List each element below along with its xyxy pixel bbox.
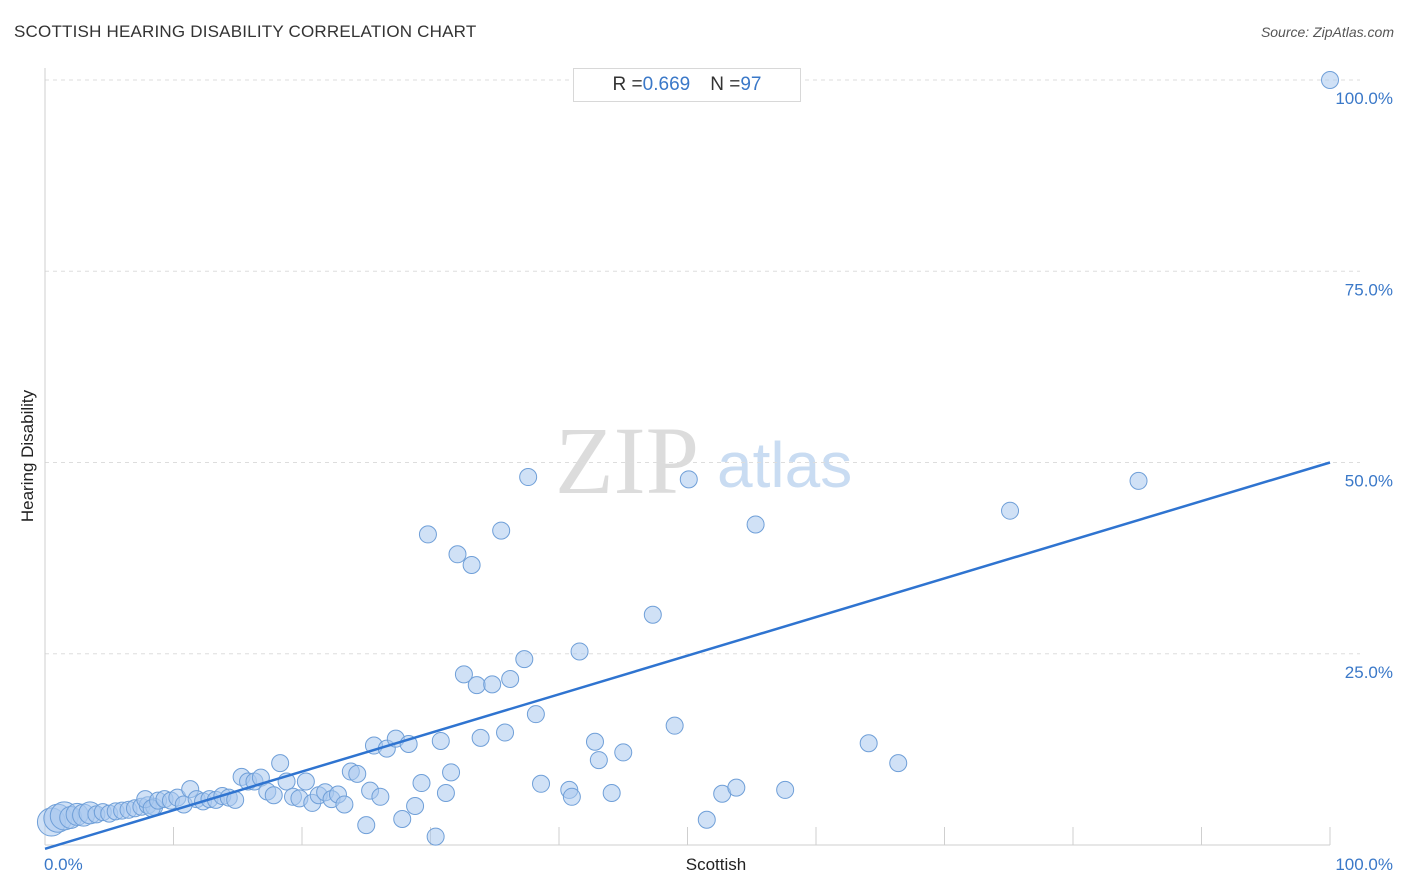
data-point — [442, 763, 461, 782]
n-label: N = — [710, 74, 741, 95]
x-tick-label: 0.0% — [44, 855, 83, 874]
source-label: Source: ZipAtlas.com — [1260, 24, 1394, 40]
y-tick-label: 100.0% — [1335, 89, 1393, 108]
data-point — [614, 743, 633, 762]
data-point — [859, 734, 878, 753]
data-point — [348, 764, 367, 783]
trend-line — [44, 461, 1331, 851]
data-point — [889, 754, 908, 773]
data-point — [357, 816, 376, 835]
n-value: 97 — [740, 74, 762, 95]
data-points — [36, 71, 1339, 846]
data-point — [454, 665, 473, 684]
data-point — [589, 751, 608, 770]
data-point — [532, 774, 551, 793]
y-tick-label: 50.0% — [1345, 472, 1393, 491]
data-point — [393, 809, 412, 828]
r-value: 0.669 — [642, 74, 691, 95]
data-point — [697, 810, 716, 829]
data-point — [526, 705, 545, 724]
data-point — [412, 774, 431, 793]
data-point — [296, 772, 315, 791]
data-point — [746, 515, 765, 534]
watermark-zip: ZIP — [555, 407, 699, 514]
data-point — [1129, 471, 1148, 490]
data-point — [665, 716, 684, 735]
data-point — [515, 650, 534, 669]
data-point — [585, 732, 604, 751]
data-point — [1321, 71, 1339, 89]
data-point — [335, 795, 354, 814]
data-point — [436, 783, 455, 802]
y-tick-labels: 100.0% 75.0% 50.0% 25.0% — [1335, 89, 1393, 682]
data-point — [264, 786, 283, 805]
data-point — [679, 470, 698, 489]
data-point — [448, 545, 467, 564]
y-tick-label: 75.0% — [1345, 280, 1393, 299]
data-point — [406, 796, 425, 815]
data-point — [496, 723, 515, 742]
data-point — [562, 787, 581, 806]
watermark-atlas: atlas — [717, 429, 852, 501]
grid-lines — [45, 79, 1360, 655]
x-tick-labels: 0.0% 100.0% — [44, 855, 1393, 874]
data-point — [426, 827, 445, 846]
y-tick-label: 25.0% — [1345, 663, 1393, 682]
data-point — [483, 675, 502, 694]
r-label: R = — [612, 74, 643, 95]
watermark: ZIP atlas — [555, 407, 852, 514]
data-point — [418, 525, 437, 544]
data-point — [462, 556, 481, 575]
data-point — [371, 787, 390, 806]
data-point — [431, 731, 450, 750]
x-axis-title: Scottish — [686, 855, 746, 874]
stats-box: R = 0.669 N = 97 — [573, 68, 801, 102]
data-point — [1001, 501, 1020, 520]
data-point — [492, 521, 511, 540]
trend-line-group — [44, 461, 1331, 851]
data-point — [471, 728, 490, 747]
data-point — [776, 780, 795, 799]
y-axis-title: Hearing Disability — [18, 389, 37, 522]
data-point — [602, 783, 621, 802]
data-point — [519, 468, 538, 487]
data-point — [643, 605, 662, 624]
chart-title: SCOTTISH HEARING DISABILITY CORRELATION … — [14, 22, 477, 41]
data-point — [271, 754, 290, 773]
x-tick-label: 100.0% — [1335, 855, 1393, 874]
data-point — [501, 669, 520, 688]
x-tick-marks — [44, 827, 1331, 845]
data-point — [467, 676, 486, 695]
data-point — [727, 778, 746, 797]
data-point — [570, 642, 589, 661]
